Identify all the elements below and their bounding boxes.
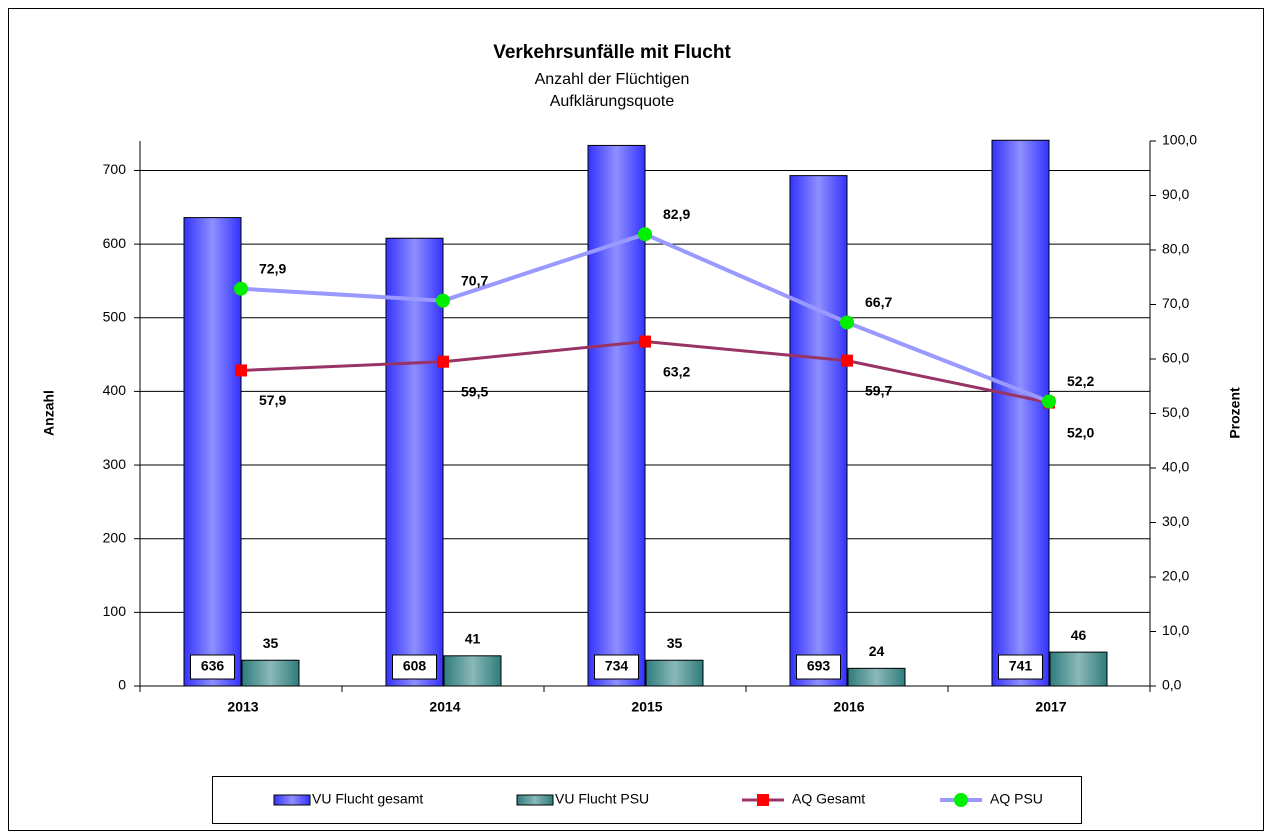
value-label: 59,7 <box>865 382 892 398</box>
legend-swatch <box>516 794 554 806</box>
value-label-box <box>392 654 437 680</box>
y-axis-label: Anzahl <box>41 390 57 436</box>
y2-tick-label: 60,0 <box>1162 350 1189 366</box>
x-tick-label: 2015 <box>631 699 662 715</box>
x-tick-label: 2014 <box>429 699 460 715</box>
bar <box>587 144 646 687</box>
y-tick-label: 0 <box>118 677 126 693</box>
value-label: 57,9 <box>259 392 286 408</box>
y2-tick-label: 100,0 <box>1162 132 1197 148</box>
line-marker <box>235 364 247 377</box>
value-label: 608 <box>403 658 427 674</box>
bar <box>991 139 1050 687</box>
value-label-box <box>594 654 639 680</box>
x-tick-label: 2017 <box>1035 699 1066 715</box>
value-label-box <box>796 654 841 680</box>
value-label-box <box>998 654 1043 680</box>
value-label: 35 <box>667 635 683 651</box>
value-label: 52,2 <box>1067 373 1094 389</box>
bar <box>1049 651 1108 687</box>
y2-tick-label: 50,0 <box>1162 404 1189 420</box>
value-label: 693 <box>807 658 831 674</box>
y2-tick-label: 80,0 <box>1162 241 1189 257</box>
value-label: 70,7 <box>461 272 488 288</box>
value-label: 59,5 <box>461 383 488 399</box>
y2-tick-label: 20,0 <box>1162 568 1189 584</box>
x-tick-label: 2016 <box>833 699 864 715</box>
line-marker <box>840 315 854 330</box>
bar <box>241 659 300 687</box>
value-label: 82,9 <box>663 206 690 222</box>
value-label: 734 <box>605 658 629 674</box>
y2-tick-label: 70,0 <box>1162 295 1189 311</box>
bar <box>789 175 848 687</box>
legend-label: AQ PSU <box>990 791 1043 807</box>
line-marker <box>437 355 449 368</box>
y-tick-label: 700 <box>103 161 127 177</box>
legend-label: VU Flucht gesamt <box>312 791 423 807</box>
line-marker <box>436 293 450 308</box>
value-label: 636 <box>201 658 225 674</box>
value-label: 52,0 <box>1067 424 1094 440</box>
y-tick-label: 300 <box>103 456 127 472</box>
value-label-box <box>190 654 235 680</box>
y2-axis-label: Prozent <box>1227 387 1243 439</box>
bar <box>385 237 444 687</box>
line-marker <box>234 281 248 296</box>
x-tick-label: 2013 <box>227 699 258 715</box>
bar <box>847 667 906 687</box>
legend-swatch <box>273 794 311 806</box>
value-label: 72,9 <box>259 260 286 276</box>
line-marker <box>1042 394 1056 409</box>
y2-tick-label: 10,0 <box>1162 622 1189 638</box>
y-tick-label: 200 <box>103 529 127 545</box>
chart-subtitle: Anzahl der Flüchtigen <box>535 71 690 88</box>
line-marker <box>841 354 853 367</box>
y2-tick-label: 0,0 <box>1162 677 1182 693</box>
y2-tick-label: 30,0 <box>1162 513 1189 529</box>
y-tick-label: 100 <box>103 603 127 619</box>
y2-tick-label: 40,0 <box>1162 459 1189 475</box>
value-label: 24 <box>869 643 885 659</box>
bar <box>443 655 502 687</box>
line-marker <box>639 335 651 348</box>
legend-label: VU Flucht PSU <box>555 791 649 807</box>
legend-label: AQ Gesamt <box>792 791 865 807</box>
value-label: 46 <box>1071 627 1087 643</box>
bar <box>645 659 704 687</box>
y2-tick-label: 90,0 <box>1162 186 1189 202</box>
legend-marker <box>954 793 968 807</box>
legend-marker <box>757 794 769 806</box>
bar <box>183 217 242 687</box>
value-label: 66,7 <box>865 294 892 310</box>
chart-title: Verkehrsunfälle mit Flucht <box>493 42 731 63</box>
y-tick-label: 500 <box>103 308 127 324</box>
value-label: 41 <box>465 631 481 647</box>
y-tick-label: 600 <box>103 235 127 251</box>
y-tick-label: 400 <box>103 382 127 398</box>
line-marker <box>638 227 652 242</box>
value-label: 35 <box>263 635 279 651</box>
legend-box <box>212 776 1082 824</box>
chart-subtitle: Aufklärungsquote <box>550 93 675 110</box>
value-label: 741 <box>1009 658 1033 674</box>
value-label: 63,2 <box>663 363 690 379</box>
